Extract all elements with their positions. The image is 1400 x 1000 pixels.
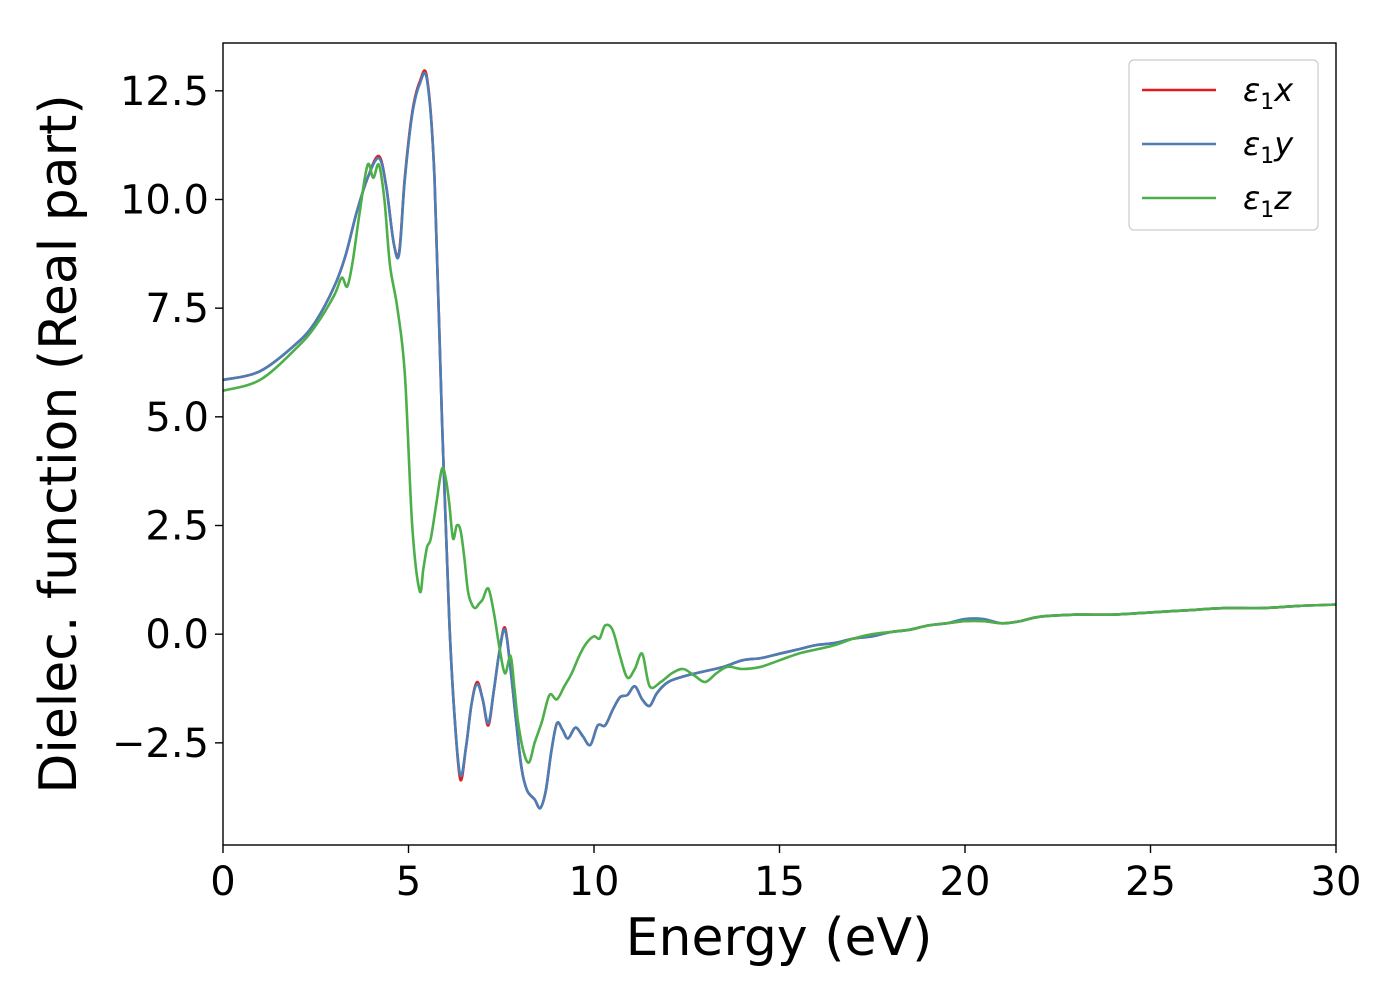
y-tick-label: 0.0 xyxy=(145,612,209,658)
x-axis-ticks: 0 5 10 15 20 25 30 xyxy=(210,845,1361,905)
x-tick-label: 15 xyxy=(754,859,805,905)
legend-label-x: ε1x xyxy=(1243,71,1294,115)
y-axis-title: Dielec. function (Real part) xyxy=(29,94,89,793)
x-tick-label: 0 xyxy=(210,859,235,905)
legend-symbol: ε xyxy=(1243,179,1260,217)
legend-symbol: ε xyxy=(1243,125,1260,163)
x-axis-title: Energy (eV) xyxy=(626,908,933,968)
legend-subscript: 1 xyxy=(1260,198,1274,223)
x-tick-label: 10 xyxy=(569,859,620,905)
y-tick-label: 10.0 xyxy=(120,177,209,223)
plot-lines xyxy=(223,69,1336,810)
x-tick-label: 30 xyxy=(1311,859,1362,905)
legend-label-y: ε1y xyxy=(1243,125,1294,169)
series-line-z xyxy=(223,162,1336,764)
y-tick-label: −2.5 xyxy=(112,721,209,767)
legend-symbol: ε xyxy=(1243,71,1260,109)
legend-label-z: ε1z xyxy=(1243,179,1292,223)
x-tick-label: 5 xyxy=(396,859,421,905)
legend-variable: y xyxy=(1273,125,1294,163)
y-tick-label: 7.5 xyxy=(145,286,209,332)
legend-subscript: 1 xyxy=(1260,90,1274,115)
legend-frame xyxy=(1128,59,1319,231)
y-axis-ticks: −2.5 0.0 2.5 5.0 7.5 10.0 12.5 xyxy=(112,69,223,767)
legend-variable: x xyxy=(1273,71,1294,109)
y-tick-label: 2.5 xyxy=(145,504,209,550)
legend-variable: z xyxy=(1273,179,1292,217)
y-tick-label: 5.0 xyxy=(145,395,209,441)
x-tick-label: 25 xyxy=(1125,859,1176,905)
x-tick-label: 20 xyxy=(940,859,991,905)
y-tick-label: 12.5 xyxy=(120,69,209,115)
legend-subscript: 1 xyxy=(1260,144,1274,169)
